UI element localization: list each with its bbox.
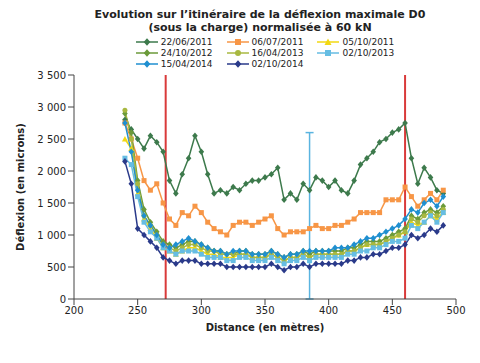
svg-text:500: 500 [446, 305, 465, 316]
html-text:22/06/2011: 22/06/2011 [160, 37, 213, 47]
svg-text:Déflexion (en microns): Déflexion (en microns) [15, 123, 26, 251]
svg-text:0: 0 [60, 294, 66, 305]
html-text:02/10/2013: 02/10/2013 [342, 48, 395, 58]
svg-text:300: 300 [192, 305, 211, 316]
svg-text:1 500: 1 500 [37, 198, 66, 209]
svg-text:2 500: 2 500 [37, 134, 66, 145]
svg-text:200: 200 [64, 305, 83, 316]
svg-text:3 500: 3 500 [37, 70, 66, 81]
svg-text:500: 500 [47, 262, 66, 273]
html-text:02/10/2014: 02/10/2014 [251, 59, 304, 69]
html-text:05/10/2011: 05/10/2011 [342, 37, 395, 47]
svg-text:Distance (en mètres): Distance (en mètres) [206, 322, 325, 333]
svg-text:400: 400 [319, 305, 338, 316]
html-text:16/04/2013: 16/04/2013 [251, 48, 304, 58]
svg-text:250: 250 [128, 305, 147, 316]
svg-text:450: 450 [383, 305, 402, 316]
html-text:24/10/2012: 24/10/2012 [160, 48, 213, 58]
svg-text:2 000: 2 000 [37, 166, 66, 177]
svg-text:1 000: 1 000 [37, 230, 66, 241]
html-text:15/04/2014: 15/04/2014 [160, 59, 213, 69]
svg-text:3 000: 3 000 [37, 102, 66, 113]
html-text:Evolution sur l’itinéraire de: Evolution sur l’itinéraire de la déflexi… [94, 8, 426, 34]
html-text:06/07/2011: 06/07/2011 [251, 37, 304, 47]
svg-text:350: 350 [255, 305, 274, 316]
